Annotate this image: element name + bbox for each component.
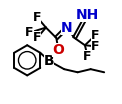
Text: O: O [52, 43, 64, 57]
Text: N: N [61, 21, 73, 35]
Text: F: F [33, 31, 41, 44]
Text: B: B [44, 54, 54, 68]
Text: F: F [25, 26, 34, 39]
Text: F: F [83, 50, 92, 63]
Text: F: F [33, 11, 41, 24]
Text: F: F [91, 29, 100, 42]
Text: NH: NH [75, 8, 99, 22]
Text: F: F [91, 40, 100, 53]
